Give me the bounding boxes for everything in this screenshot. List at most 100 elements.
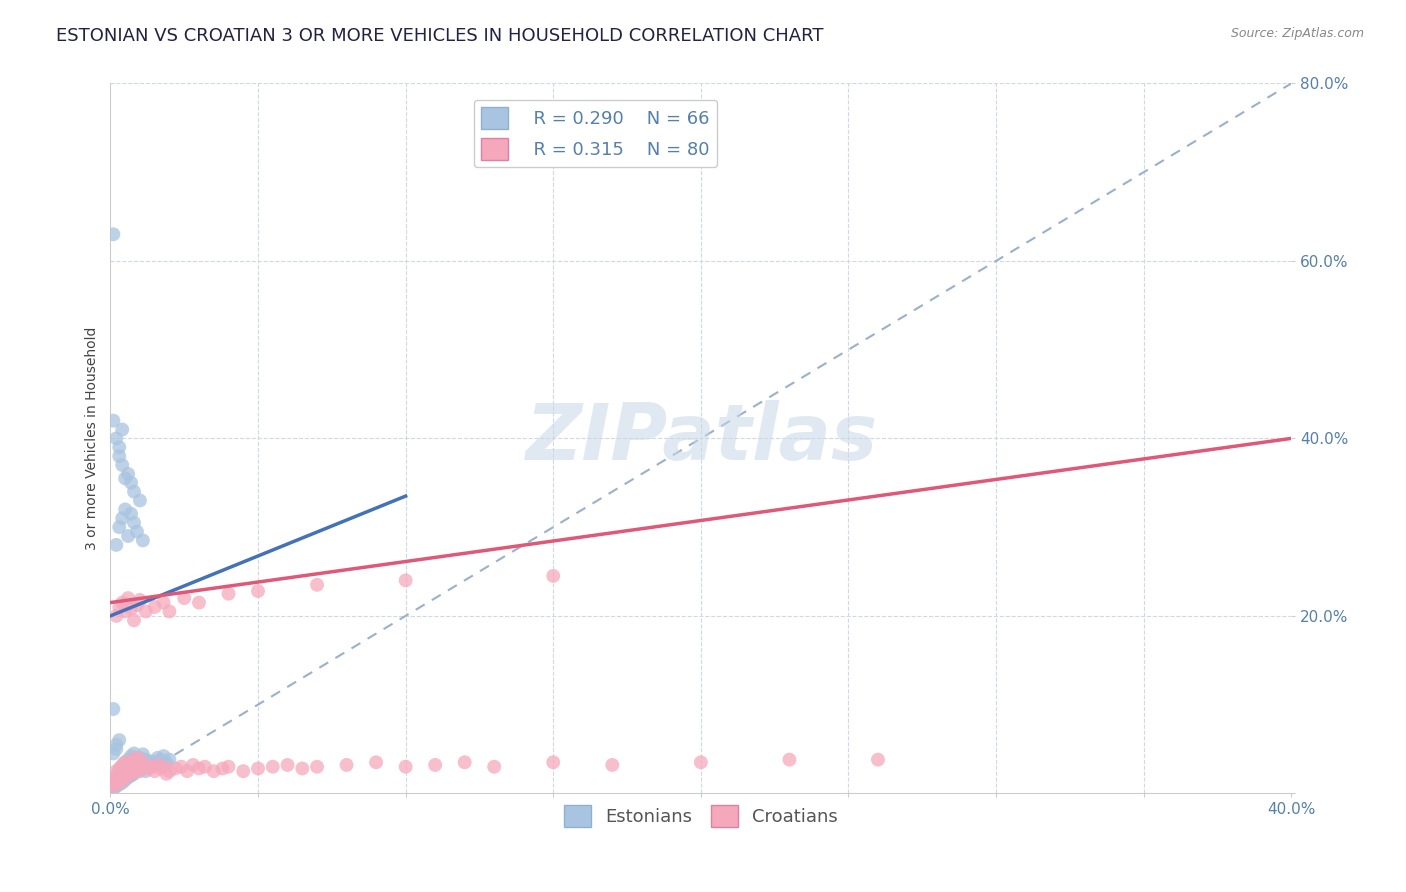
Point bbox=[105, 770, 128, 784]
Point bbox=[423, 758, 446, 772]
Point bbox=[125, 764, 148, 779]
Point bbox=[125, 751, 148, 765]
Point bbox=[778, 753, 800, 767]
Point bbox=[105, 538, 128, 552]
Point bbox=[173, 591, 195, 606]
Point bbox=[188, 762, 211, 776]
Point bbox=[132, 760, 155, 774]
Point bbox=[165, 762, 187, 776]
Point bbox=[135, 758, 157, 772]
Point bbox=[114, 502, 136, 516]
Point bbox=[108, 520, 131, 534]
Point bbox=[125, 599, 148, 613]
Point bbox=[111, 767, 134, 781]
Point bbox=[125, 762, 148, 776]
Text: ESTONIAN VS CROATIAN 3 OR MORE VEHICLES IN HOUSEHOLD CORRELATION CHART: ESTONIAN VS CROATIAN 3 OR MORE VEHICLES … bbox=[56, 27, 824, 45]
Point bbox=[689, 756, 711, 770]
Point bbox=[218, 587, 240, 601]
Point bbox=[129, 753, 152, 767]
Point bbox=[114, 764, 136, 779]
Point bbox=[105, 431, 128, 445]
Point bbox=[395, 574, 418, 588]
Point bbox=[218, 760, 240, 774]
Point bbox=[117, 591, 139, 606]
Point bbox=[122, 753, 145, 767]
Point bbox=[111, 458, 134, 472]
Point bbox=[135, 753, 157, 767]
Point bbox=[114, 604, 136, 618]
Point bbox=[108, 733, 131, 747]
Point bbox=[366, 756, 388, 770]
Point bbox=[159, 753, 181, 767]
Point bbox=[277, 758, 299, 772]
Point bbox=[117, 764, 139, 779]
Point bbox=[117, 770, 139, 784]
Point bbox=[143, 757, 166, 772]
Y-axis label: 3 or more Vehicles in Household: 3 or more Vehicles in Household bbox=[86, 326, 100, 550]
Point bbox=[117, 529, 139, 543]
Point bbox=[111, 769, 134, 783]
Point bbox=[247, 584, 270, 599]
Point bbox=[866, 753, 889, 767]
Point bbox=[541, 756, 564, 770]
Point bbox=[122, 764, 145, 779]
Point bbox=[141, 755, 163, 769]
Point bbox=[105, 742, 128, 756]
Point bbox=[105, 608, 128, 623]
Point bbox=[122, 767, 145, 781]
Point bbox=[105, 777, 128, 791]
Point bbox=[132, 760, 155, 774]
Point bbox=[105, 764, 128, 779]
Point bbox=[143, 599, 166, 614]
Point bbox=[125, 524, 148, 539]
Point bbox=[108, 764, 131, 779]
Legend: Estonians, Croatians: Estonians, Croatians bbox=[557, 797, 845, 834]
Point bbox=[152, 760, 174, 774]
Point bbox=[103, 414, 125, 428]
Point bbox=[122, 516, 145, 530]
Point bbox=[141, 760, 163, 774]
Point bbox=[114, 471, 136, 485]
Point bbox=[336, 758, 359, 772]
Point bbox=[122, 613, 145, 627]
Point bbox=[307, 578, 329, 592]
Point bbox=[108, 777, 131, 791]
Text: ZIPatlas: ZIPatlas bbox=[524, 401, 877, 476]
Point bbox=[108, 769, 131, 783]
Point bbox=[108, 762, 131, 776]
Point bbox=[120, 749, 142, 764]
Point bbox=[117, 467, 139, 481]
Point bbox=[105, 772, 128, 787]
Point bbox=[135, 604, 157, 618]
Point bbox=[111, 758, 134, 772]
Point bbox=[108, 775, 131, 789]
Point bbox=[149, 762, 172, 776]
Point bbox=[132, 533, 155, 548]
Point bbox=[395, 760, 418, 774]
Point bbox=[155, 767, 177, 781]
Point bbox=[135, 764, 157, 779]
Text: Source: ZipAtlas.com: Source: ZipAtlas.com bbox=[1230, 27, 1364, 40]
Point bbox=[120, 760, 142, 774]
Point bbox=[146, 751, 169, 765]
Point bbox=[103, 779, 125, 793]
Point bbox=[103, 702, 125, 716]
Point bbox=[129, 751, 152, 765]
Point bbox=[108, 599, 131, 614]
Point bbox=[159, 604, 181, 618]
Point bbox=[170, 760, 193, 774]
Point bbox=[105, 779, 128, 793]
Point bbox=[114, 770, 136, 784]
Point bbox=[188, 596, 211, 610]
Point bbox=[262, 760, 284, 774]
Point bbox=[117, 753, 139, 767]
Point bbox=[111, 772, 134, 787]
Point bbox=[202, 764, 225, 779]
Point bbox=[129, 493, 152, 508]
Point bbox=[114, 772, 136, 787]
Point bbox=[108, 449, 131, 463]
Point bbox=[152, 596, 174, 610]
Point bbox=[132, 747, 155, 762]
Point bbox=[105, 775, 128, 789]
Point bbox=[111, 511, 134, 525]
